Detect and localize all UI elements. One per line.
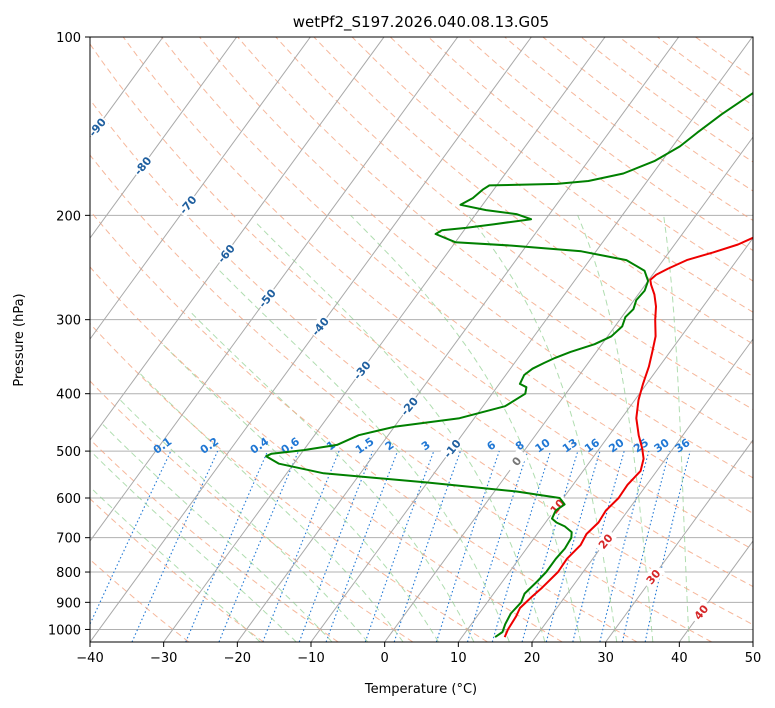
moist-adiabat — [577, 215, 654, 642]
mixing-ratio-line — [545, 450, 601, 642]
y-tick-label: 1000 — [48, 623, 81, 638]
mixing-ratio-line — [131, 450, 219, 642]
mixing-ratio-line — [621, 450, 670, 642]
chart-title: wetPf2_S197.2026.040.08.13.G05 — [293, 13, 549, 32]
y-tick-label: 200 — [56, 209, 81, 224]
moist-adiabat — [162, 343, 439, 642]
y-tick-label: 700 — [56, 532, 81, 547]
y-axis-label: Pressure (hPa) — [12, 293, 27, 386]
dry-adiabat — [275, 37, 753, 411]
moist-adiabat — [467, 214, 618, 642]
dry-adiabat — [122, 37, 753, 551]
isotherm-label-background — [254, 285, 279, 311]
sounding-profiles — [265, 91, 753, 638]
isotherm-line — [310, 37, 753, 642]
moist-adiabats — [90, 214, 690, 642]
y-tick-label: 400 — [56, 388, 81, 403]
isotherm-label-background — [688, 599, 713, 625]
mixing-ratio-line — [521, 450, 579, 642]
isotherm-line — [90, 37, 311, 340]
dry-adiabat — [90, 209, 638, 642]
moist-adiabat — [119, 399, 369, 642]
mixing-ratio-line — [218, 450, 300, 642]
mixing-ratio-line — [599, 450, 650, 642]
moist-adiabat — [189, 310, 475, 642]
isotherm-label-background — [130, 152, 155, 179]
x-tick-label: −10 — [297, 651, 324, 666]
moist-adiabat — [101, 423, 333, 642]
mixing-ratio-line — [364, 450, 435, 642]
y-tick-label: 600 — [56, 492, 81, 507]
isotherm-label-background — [175, 191, 200, 218]
dry-adiabat — [90, 98, 753, 626]
isotherm-label-background — [544, 493, 569, 519]
dry-adiabat — [160, 37, 753, 514]
mixing-ratio-line — [435, 450, 500, 642]
x-tick-label: −30 — [150, 651, 177, 666]
isotherm-line — [605, 439, 753, 642]
isotherm-line — [90, 37, 459, 542]
isotherm-label-background — [90, 114, 109, 140]
moist-adiabat — [350, 214, 582, 642]
isotherm-line — [236, 37, 680, 642]
mixing-ratio-line — [298, 450, 374, 642]
moist-adiabat — [254, 221, 546, 642]
mixing-ratio-line — [325, 450, 399, 642]
plot-frame — [89, 36, 754, 643]
x-tick-label: 0 — [381, 651, 389, 666]
moist-adiabat — [90, 449, 297, 642]
isotherm-line — [90, 37, 238, 239]
x-tick-label: −20 — [224, 651, 251, 666]
moist-adiabat — [663, 215, 690, 642]
isotherm-line — [457, 237, 753, 642]
dry-adiabat — [90, 266, 563, 642]
x-tick-label: 20 — [524, 651, 541, 666]
isotherm-label-background — [504, 448, 529, 474]
axes: −40 −30 −20 −10 0 10 20 30 40 50 100 200 300 400 500 60… — [48, 31, 761, 666]
isotherm-label-background — [349, 357, 374, 383]
moist-adiabat — [139, 373, 404, 642]
dry-adiabat — [90, 43, 753, 588]
pressure-gridlines — [90, 37, 753, 630]
dry-adiabat — [90, 322, 488, 642]
y-tick-label: 100 — [56, 31, 81, 46]
temperature-profile-line — [503, 236, 753, 638]
isotherm-line — [90, 37, 532, 642]
contour-labels: 0.10.20.40.611.52346810131620253036-100-… — [90, 114, 713, 625]
isotherm-line — [163, 37, 606, 642]
isotherm-label-background — [396, 393, 421, 419]
x-tick-label: 30 — [597, 651, 614, 666]
y-tick-label: 500 — [56, 445, 81, 460]
dry-adiabats — [90, 37, 753, 642]
dewpoint-profile-line — [265, 91, 753, 638]
isotherm-line — [90, 37, 385, 441]
dry-adiabat — [237, 37, 753, 444]
moist-adiabat — [90, 486, 261, 642]
isotherm-label-background — [593, 528, 618, 554]
x-tick-label: 10 — [450, 651, 467, 666]
x-tick-label: −40 — [76, 651, 103, 666]
isotherm-label-background — [213, 240, 238, 266]
y-tick-label: 900 — [56, 596, 81, 611]
mixing-ratio-line — [572, 450, 625, 642]
mixing-ratio-line — [466, 450, 529, 642]
x-axis-label: Temperature (°C) — [364, 682, 477, 697]
dry-adiabat — [90, 438, 339, 642]
y-tick-label: 300 — [56, 314, 81, 329]
y-tick-label: 800 — [56, 566, 81, 581]
x-tick-label: 50 — [745, 651, 762, 666]
mixing-ratio-line — [185, 450, 269, 642]
isotherm-label-background — [307, 313, 332, 339]
isotherm-label-background — [640, 563, 665, 590]
x-tick-label: 40 — [671, 651, 688, 666]
isotherm-label-background — [439, 435, 464, 461]
dry-adiabat — [313, 37, 753, 377]
